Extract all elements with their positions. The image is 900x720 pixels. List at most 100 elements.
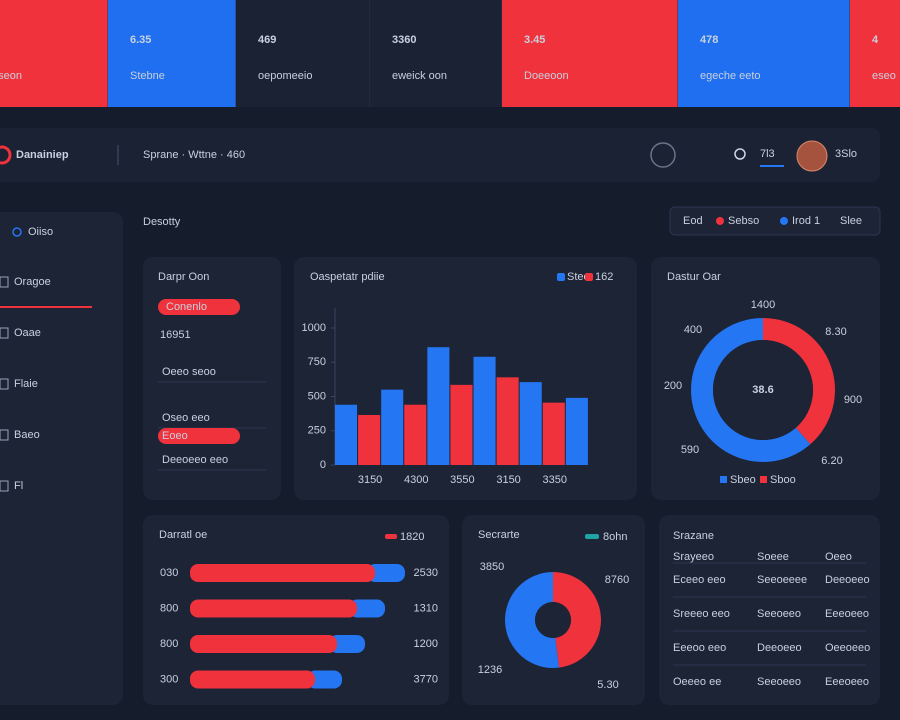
sidebar-item[interactable]: Oaae (14, 327, 41, 339)
x-tick-label: 4300 (404, 474, 428, 486)
kpi-label: Stebne (130, 70, 165, 82)
sidebar-item[interactable]: Flaie (14, 378, 38, 390)
header-bar (0, 128, 880, 182)
bar (565, 397, 588, 465)
donut-segment (505, 572, 560, 668)
ring-label: 8760 (605, 574, 629, 586)
bar-segment (190, 599, 357, 618)
legend-swatch (585, 273, 593, 281)
logo (0, 145, 12, 165)
table-cell: Deeoeeo (825, 574, 870, 586)
y-tick-label: 500 (308, 390, 326, 402)
bar-segment (190, 564, 375, 582)
table-cell: Seeoeeo (757, 676, 801, 688)
notification-count[interactable]: 7l3 (760, 148, 775, 160)
kpi-value: 3.45 (524, 34, 545, 46)
page-title: Desotty (143, 216, 181, 228)
avatar[interactable] (796, 140, 828, 172)
donut-segment (763, 318, 836, 445)
ring-label: 400 (684, 324, 702, 336)
bar (542, 402, 565, 465)
toolbar-item[interactable]: Irod 1 (792, 215, 820, 227)
sidebar-item[interactable]: Baeo (14, 429, 40, 441)
ring-label: 1400 (751, 299, 775, 311)
search-icon[interactable] (734, 148, 746, 160)
x-tick-label: 3150 (496, 474, 520, 486)
legend-swatch (760, 476, 767, 483)
table-cell: Eeeoeeo (825, 676, 869, 688)
sidebar-item[interactable]: Oragoe (14, 276, 51, 288)
table-cell: Oeeeo ee (673, 676, 721, 688)
ring-label: 1236 (478, 664, 502, 676)
legend-label: 8ohn (603, 531, 627, 543)
summary-value: 16951 (160, 329, 191, 341)
toolbar-item[interactable]: Slee (840, 215, 862, 227)
bar (381, 389, 404, 465)
toolbar (669, 206, 881, 236)
y-tick-label: 250 (308, 425, 326, 437)
legend-label: Sboo (770, 474, 796, 486)
sidebar-top[interactable]: Oiiso (28, 226, 53, 238)
legend-label: 1820 (400, 531, 424, 543)
sidebar-item[interactable]: Fl (14, 480, 23, 492)
legend-label: Steo (567, 271, 590, 283)
sidebar-icon (0, 480, 9, 492)
y-tick-label: 800 (160, 638, 178, 650)
end-label: 2530 (414, 567, 438, 579)
sidebar-icon (0, 327, 9, 339)
sidebar-icon (0, 276, 9, 288)
kpi-tile (850, 0, 900, 107)
kpi-tile (0, 0, 108, 107)
kpi-value: 6.35 (130, 34, 151, 46)
kpi-value: 469 (258, 34, 276, 46)
ring-label: 3850 (480, 561, 504, 573)
toolbar-item[interactable]: Eod (683, 215, 703, 227)
end-label: 1310 (414, 602, 438, 614)
summary-row: Oeeo seoo (162, 366, 216, 378)
legend-swatch (557, 273, 565, 281)
table-header: Soeee (757, 551, 789, 563)
bar (404, 404, 427, 465)
bar-segment (190, 635, 337, 653)
kpi-label: eseo (872, 70, 896, 82)
card-title: Darpr Oon (158, 271, 209, 283)
search-button[interactable] (650, 142, 676, 168)
toolbar-item[interactable]: Sebso (728, 215, 759, 227)
y-tick-label: 800 (160, 602, 178, 614)
end-label: 1200 (414, 638, 438, 650)
x-tick-label: 3150 (358, 474, 382, 486)
donut-segment (691, 318, 811, 462)
bar (519, 382, 542, 465)
kpi-label: Doeeoon (524, 70, 569, 82)
bar-segment (329, 635, 365, 653)
bar (427, 347, 450, 465)
kpi-tile (370, 0, 502, 107)
brand: Danainiep (16, 149, 69, 161)
bar-segment (349, 599, 385, 618)
chart-title: Secrarte (478, 529, 520, 541)
table-title: Srazane (673, 530, 714, 542)
bar-segment (367, 564, 405, 582)
sidebar (0, 212, 123, 705)
kpi-label: oepomeeio (258, 70, 312, 82)
legend-label: Sbeo (730, 474, 756, 486)
bar (496, 377, 519, 465)
kpi-label: eweick oon (392, 70, 447, 82)
donut-hole (535, 602, 571, 638)
y-tick-label: 1000 (302, 322, 326, 334)
kpi-label: egeche eeto (700, 70, 761, 82)
chart-title: Oaspetatr pdiie (310, 271, 385, 283)
center-label: 38.6 (752, 384, 773, 396)
table-cell: Eeeoeeo (825, 608, 869, 620)
y-tick-label: 300 (160, 673, 178, 685)
legend-swatch (585, 534, 599, 539)
kpi-value: 3360 (392, 34, 416, 46)
user-name[interactable]: 3Slo (835, 148, 857, 160)
x-tick-label: 3350 (543, 474, 567, 486)
y-tick-label: 750 (308, 356, 326, 368)
bar-segment (307, 670, 342, 689)
summary-row: Eoeo (162, 430, 188, 442)
kpi-tile (236, 0, 370, 107)
